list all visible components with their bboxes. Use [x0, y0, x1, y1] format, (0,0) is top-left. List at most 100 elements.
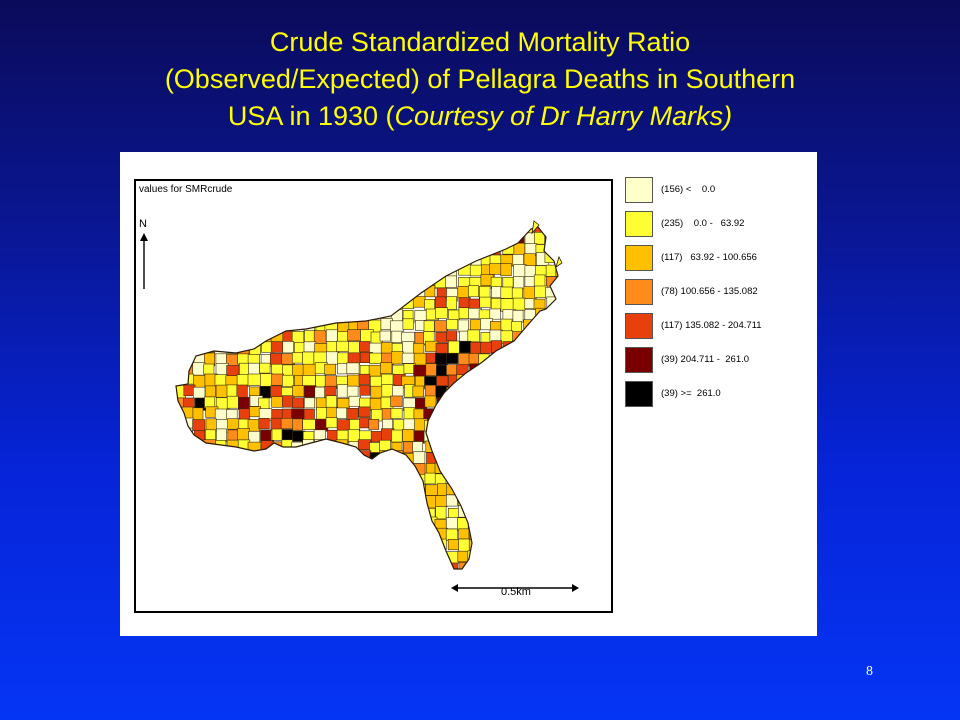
county-cell [237, 331, 250, 344]
county-cell [447, 473, 461, 485]
legend-item: (156) < 0.0 [625, 177, 815, 205]
county-cell [226, 230, 239, 242]
county-cell [491, 494, 504, 507]
county-cell [176, 276, 184, 289]
county-cell [348, 299, 360, 312]
county-cell [260, 496, 273, 510]
county-cell [470, 505, 484, 517]
county-cell [391, 252, 404, 266]
county-cell [545, 232, 558, 244]
county-cell [192, 552, 206, 566]
county-cell [403, 287, 416, 299]
county-cell [259, 484, 271, 498]
county-cell [368, 243, 382, 256]
county-cell [337, 331, 350, 343]
county-cell [556, 560, 558, 569]
county-cell [216, 428, 227, 443]
county-cell [216, 528, 229, 541]
legend-swatch [625, 177, 653, 203]
county-cell [237, 527, 251, 541]
county-cell [270, 341, 285, 353]
county-cell [502, 472, 515, 485]
county-cell [324, 232, 339, 246]
county-cell [176, 296, 182, 309]
county-cell [502, 408, 514, 420]
county-cell [292, 385, 305, 397]
county-cell [326, 561, 339, 569]
county-cell [445, 429, 458, 441]
county-cell [557, 385, 558, 400]
county-cell [535, 562, 548, 569]
county-cell [402, 318, 414, 330]
county-cell [282, 255, 294, 267]
county-cell [490, 507, 504, 522]
county-cell [184, 463, 198, 477]
legend-label: (39) 204.711 - 261.0 [661, 354, 750, 365]
legend-item: (235) 0.0 - 63.92 [625, 211, 815, 239]
county-cell [176, 252, 184, 264]
county-cell [425, 253, 439, 266]
county-cell [480, 418, 492, 432]
county-cell [512, 227, 525, 233]
county-cell [434, 263, 446, 276]
county-cell [500, 318, 513, 332]
county-cell [238, 538, 251, 551]
county-cell [489, 396, 503, 410]
county-cell [193, 540, 207, 552]
county-cell [325, 243, 337, 257]
county-cell [292, 352, 304, 364]
county-cell [390, 227, 404, 234]
county-cell [337, 264, 349, 276]
county-cell [270, 574, 282, 586]
county-cell [478, 374, 490, 388]
county-cell [176, 331, 186, 344]
county-cell [291, 319, 305, 330]
county-cell [402, 341, 415, 355]
county-cell [176, 517, 183, 531]
county-cell [500, 485, 512, 497]
county-cell [259, 227, 271, 234]
county-cell [357, 286, 369, 298]
county-cells [176, 227, 558, 587]
county-cell [436, 408, 449, 422]
county-cell [445, 528, 458, 541]
county-cell [236, 374, 250, 387]
county-cell [502, 507, 515, 521]
county-cell [557, 475, 558, 488]
county-cell [315, 517, 329, 532]
county-cell [535, 265, 547, 277]
county-cell [216, 243, 229, 256]
county-cell [513, 441, 526, 453]
county-cell [402, 472, 415, 485]
county-cell [370, 494, 384, 506]
county-cell [500, 231, 513, 244]
county-cell [533, 505, 546, 518]
county-cell [194, 286, 206, 300]
county-cell [283, 485, 297, 497]
county-cell [479, 461, 493, 474]
county-cell [490, 384, 502, 396]
county-cell [315, 574, 326, 587]
county-cell [260, 539, 274, 552]
county-cell [511, 485, 524, 499]
legend-swatch [625, 245, 653, 271]
county-cell [247, 373, 261, 386]
county-cell [368, 461, 382, 474]
county-cell [260, 231, 272, 244]
county-cell [534, 452, 548, 464]
county-cell [500, 353, 512, 367]
county-cell [403, 231, 416, 245]
county-cell [260, 274, 274, 288]
county-cell [370, 485, 382, 499]
county-cell [523, 418, 535, 430]
county-cell [424, 299, 435, 310]
county-cell [544, 550, 557, 564]
county-cell [478, 429, 490, 440]
county-cell [469, 319, 482, 331]
county-cell [315, 474, 327, 488]
county-cell [479, 232, 493, 244]
county-cell [315, 375, 327, 388]
county-cell [269, 538, 283, 551]
county-cell [303, 495, 316, 509]
county-cell [535, 385, 548, 397]
